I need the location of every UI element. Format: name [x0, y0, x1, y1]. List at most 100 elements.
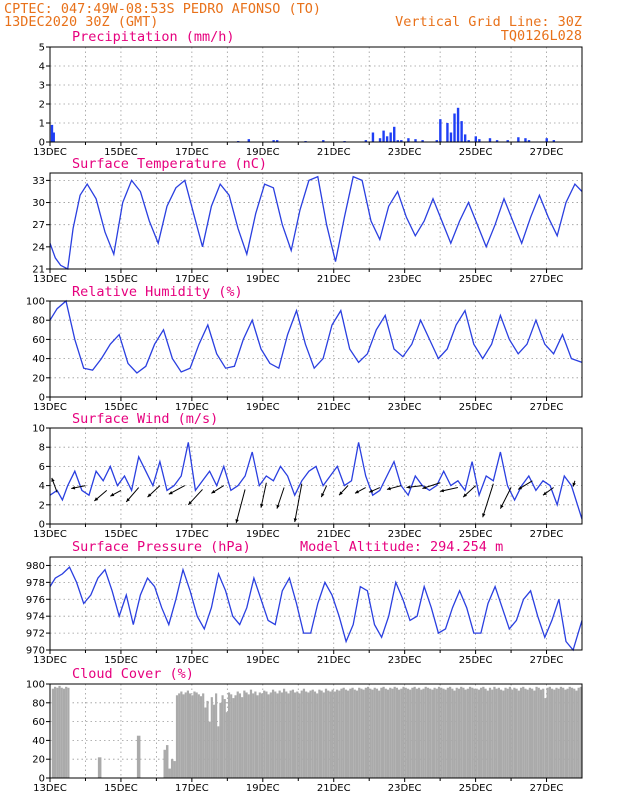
y-tick-label: 2 [39, 500, 45, 511]
x-tick-label: 23DEC [388, 655, 422, 666]
cloud-bar [189, 693, 192, 778]
precip-bar [371, 132, 375, 142]
y-tick-label: 0 [39, 138, 45, 149]
cloud-bar [333, 691, 336, 778]
cloud-bar [477, 689, 481, 778]
cloud-bar [550, 688, 554, 778]
precip-bar [545, 138, 548, 142]
x-tick-label: 17DEC [175, 529, 209, 540]
x-tick-label: 19DEC [246, 529, 280, 540]
cloud-bar [58, 685, 61, 778]
cloud-bar [562, 687, 565, 778]
cloud-bar [473, 688, 476, 778]
cloud-bar [493, 686, 496, 778]
x-tick-label: 25DEC [459, 402, 493, 413]
cloud-bar [227, 692, 231, 778]
cloud-bar [573, 688, 576, 778]
y-tick-label: 10 [32, 424, 45, 435]
x-tick-label: 17DEC [175, 783, 209, 794]
cloud-bar [393, 686, 396, 778]
cloud-bar [453, 690, 456, 778]
cloud-bar [497, 687, 500, 778]
y-tick-label: 972 [26, 629, 45, 640]
precip-bar [364, 140, 368, 142]
wind-arrow-head [276, 504, 280, 509]
cloud-bar [537, 687, 540, 778]
series-line [49, 299, 583, 374]
y-tick-label: 978 [26, 578, 45, 589]
cloud-bar [165, 745, 169, 778]
cloud-bar [378, 690, 381, 778]
x-tick-label: 25DEC [459, 529, 493, 540]
y-tick-label: 30 [32, 198, 45, 209]
cloud-bar [241, 697, 244, 778]
cloud-bar [360, 688, 363, 778]
cloud-bar [446, 687, 449, 778]
plot-frame [49, 683, 583, 779]
x-tick-label: 15DEC [104, 402, 138, 413]
cloud-bar [371, 689, 374, 778]
cloud-bar [199, 696, 203, 778]
precip-bar [407, 138, 410, 142]
wind-arrow [260, 482, 267, 508]
cloud-bar [570, 687, 574, 778]
cloud-bar [468, 686, 472, 778]
x-tick-label: 13DEC [33, 274, 67, 285]
precip-bar [467, 140, 470, 142]
precip-bar [439, 119, 442, 142]
y-tick-label: 0 [39, 520, 45, 531]
series-line [49, 566, 583, 652]
cloud-bar [382, 686, 385, 778]
wind-arrow-head [369, 489, 374, 493]
precip-bar [50, 124, 54, 142]
precip-bar [463, 134, 467, 142]
cloud-bar [258, 692, 261, 778]
cloud-bar [553, 689, 556, 778]
x-tick-label: 19DEC [246, 402, 280, 413]
plot-frame [49, 46, 583, 143]
cloud-bar [291, 689, 295, 778]
y-tick-label: 4 [39, 62, 45, 73]
x-tick-label: 21DEC [317, 274, 351, 285]
y-tick-label: 0 [39, 774, 45, 785]
cloud-bar [451, 688, 454, 778]
cloud-bar [195, 692, 198, 778]
cloud-bar [449, 686, 452, 778]
cloud-bar [462, 687, 465, 778]
cloud-bar [215, 693, 218, 778]
y-tick-label: 20 [32, 755, 45, 766]
wind-arrow [499, 487, 512, 509]
x-tick-label: 13DEC [33, 655, 67, 666]
precip-bar [453, 113, 456, 142]
cloud-bar [204, 707, 207, 778]
wind-arrow-head [500, 504, 504, 509]
wind-arrow-head [572, 482, 576, 487]
wind-arrow-head [51, 477, 55, 482]
cloud-bar [482, 686, 485, 778]
cloud-bar [389, 687, 392, 778]
x-tick-label: 15DEC [104, 655, 138, 666]
cloud-bar [62, 688, 66, 778]
cloud-bar [344, 689, 348, 778]
wind-arrow-head [386, 486, 391, 491]
precip-bar [389, 132, 392, 142]
cloud-bar [442, 688, 445, 778]
precip-bar [527, 140, 531, 142]
cloud-bar [206, 700, 209, 778]
x-tick-label: 21DEC [317, 147, 351, 158]
header-code: TQ0126L028 [501, 28, 582, 44]
y-tick-label: 27 [32, 220, 45, 231]
cloud-bar [455, 687, 458, 778]
x-tick-label: 19DEC [246, 274, 280, 285]
cloud-bar [329, 691, 332, 778]
cloud-bar [375, 688, 379, 778]
cloud-bar [212, 704, 216, 778]
cloud-bar [355, 690, 359, 778]
cloud-bar [364, 687, 367, 778]
cloud-bar [202, 693, 205, 778]
precip-bar [382, 130, 385, 142]
precip-bar [517, 137, 520, 142]
cloud-bar [254, 691, 257, 778]
cloud-bar [422, 688, 425, 778]
cloud-bar [243, 690, 246, 778]
